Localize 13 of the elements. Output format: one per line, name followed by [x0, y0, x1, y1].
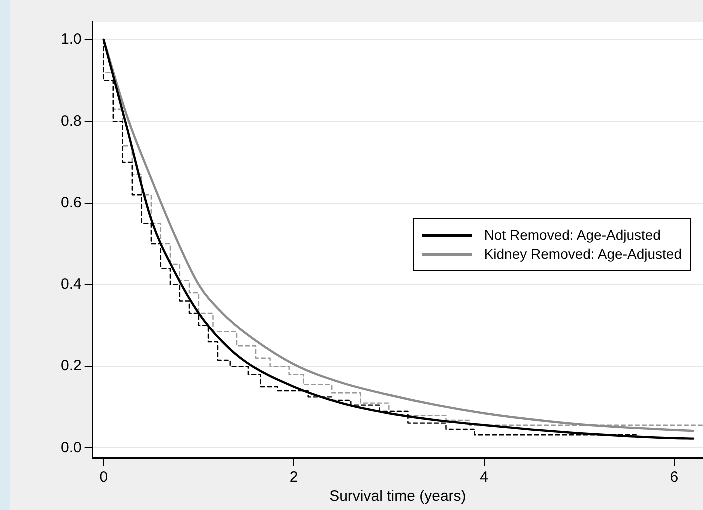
y-tick-label: 0.8: [60, 112, 82, 130]
legend-label: Kidney Removed: Age-Adjusted: [484, 246, 682, 262]
legend-label: Not Removed: Age-Adjusted: [484, 227, 661, 243]
y-tick-label: 0.6: [60, 194, 82, 212]
y-tick-label: 1.0: [60, 31, 82, 48]
y-tick-label: 0.4: [60, 276, 82, 294]
x-axis-title: Survival time (years): [330, 488, 466, 506]
y-tick-label: 0.2: [60, 358, 82, 375]
x-tick-label: 2: [290, 469, 298, 486]
x-tick-label: 4: [480, 469, 488, 486]
x-tick-label: 6: [670, 469, 679, 486]
x-tick-label: 0: [100, 469, 108, 486]
y-tick-label: 0.0: [60, 439, 82, 456]
